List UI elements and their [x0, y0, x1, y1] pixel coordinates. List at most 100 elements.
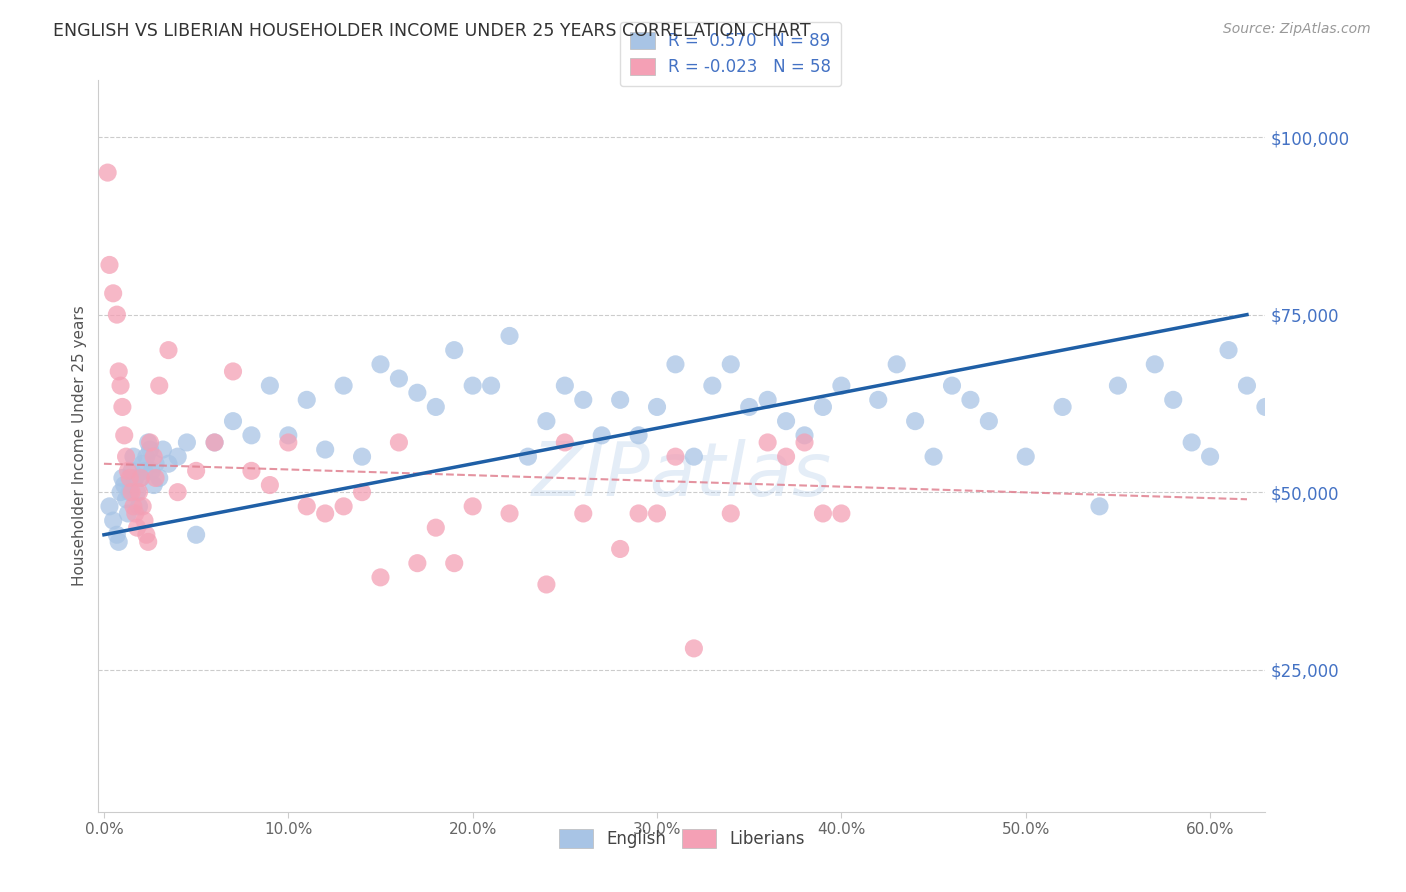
- Point: [112, 428, 135, 442]
- Point: [479, 378, 502, 392]
- Point: [1291, 392, 1313, 407]
- Point: [101, 514, 124, 528]
- Point: [1365, 428, 1388, 442]
- Point: [536, 414, 558, 428]
- Point: [517, 450, 540, 464]
- Point: [184, 528, 207, 542]
- Point: [627, 428, 650, 442]
- Point: [112, 478, 135, 492]
- Point: [111, 400, 134, 414]
- Point: [204, 435, 226, 450]
- Point: [277, 435, 299, 450]
- Point: [117, 464, 139, 478]
- Point: [107, 534, 129, 549]
- Point: [240, 464, 263, 478]
- Point: [370, 357, 392, 371]
- Point: [139, 442, 162, 457]
- Point: [136, 534, 159, 549]
- Point: [118, 471, 141, 485]
- Point: [134, 514, 156, 528]
- Point: [1052, 400, 1074, 414]
- Point: [98, 500, 121, 514]
- Point: [142, 450, 165, 464]
- Point: [1218, 343, 1240, 358]
- Point: [157, 343, 180, 358]
- Point: [166, 450, 188, 464]
- Point: [1015, 450, 1038, 464]
- Point: [222, 414, 245, 428]
- Point: [977, 414, 1000, 428]
- Point: [609, 392, 631, 407]
- Point: [1181, 435, 1204, 450]
- Point: [259, 478, 281, 492]
- Point: [886, 357, 908, 371]
- Point: [811, 400, 834, 414]
- Point: [922, 450, 945, 464]
- Point: [554, 378, 576, 392]
- Point: [259, 378, 281, 392]
- Point: [148, 471, 170, 485]
- Y-axis label: Householder Income Under 25 years: Householder Income Under 25 years: [72, 306, 87, 586]
- Point: [135, 450, 157, 464]
- Point: [111, 471, 134, 485]
- Point: [277, 428, 299, 442]
- Point: [443, 343, 465, 358]
- Point: [295, 500, 318, 514]
- Point: [98, 258, 121, 272]
- Point: [609, 541, 631, 556]
- Point: [811, 507, 834, 521]
- Point: [122, 450, 145, 464]
- Point: [1143, 357, 1166, 371]
- Point: [830, 378, 852, 392]
- Point: [664, 357, 686, 371]
- Point: [793, 435, 815, 450]
- Point: [720, 507, 742, 521]
- Point: [115, 492, 138, 507]
- Point: [332, 378, 354, 392]
- Point: [775, 450, 797, 464]
- Point: [176, 435, 198, 450]
- Point: [122, 500, 145, 514]
- Point: [332, 500, 354, 514]
- Point: [406, 556, 429, 570]
- Point: [107, 364, 129, 378]
- Point: [129, 471, 152, 485]
- Point: [131, 500, 153, 514]
- Legend: English, Liberians: English, Liberians: [553, 822, 811, 855]
- Point: [166, 485, 188, 500]
- Point: [110, 378, 132, 392]
- Point: [131, 457, 153, 471]
- Point: [370, 570, 392, 584]
- Point: [443, 556, 465, 570]
- Text: ZIPatlas: ZIPatlas: [531, 439, 832, 511]
- Point: [627, 507, 650, 521]
- Point: [591, 428, 613, 442]
- Point: [105, 528, 128, 542]
- Point: [127, 521, 149, 535]
- Point: [775, 414, 797, 428]
- Point: [157, 457, 180, 471]
- Point: [101, 286, 124, 301]
- Point: [1272, 428, 1295, 442]
- Point: [145, 471, 167, 485]
- Point: [127, 485, 149, 500]
- Point: [425, 400, 447, 414]
- Point: [498, 329, 520, 343]
- Point: [148, 378, 170, 392]
- Point: [136, 435, 159, 450]
- Point: [129, 471, 152, 485]
- Point: [1107, 378, 1129, 392]
- Point: [536, 577, 558, 591]
- Point: [135, 528, 157, 542]
- Point: [1254, 400, 1277, 414]
- Point: [645, 400, 668, 414]
- Point: [152, 442, 174, 457]
- Text: ENGLISH VS LIBERIAN HOUSEHOLDER INCOME UNDER 25 YEARS CORRELATION CHART: ENGLISH VS LIBERIAN HOUSEHOLDER INCOME U…: [53, 22, 811, 40]
- Point: [554, 435, 576, 450]
- Point: [117, 507, 139, 521]
- Point: [498, 507, 520, 521]
- Point: [683, 450, 706, 464]
- Point: [110, 485, 132, 500]
- Point: [121, 485, 143, 500]
- Point: [145, 457, 167, 471]
